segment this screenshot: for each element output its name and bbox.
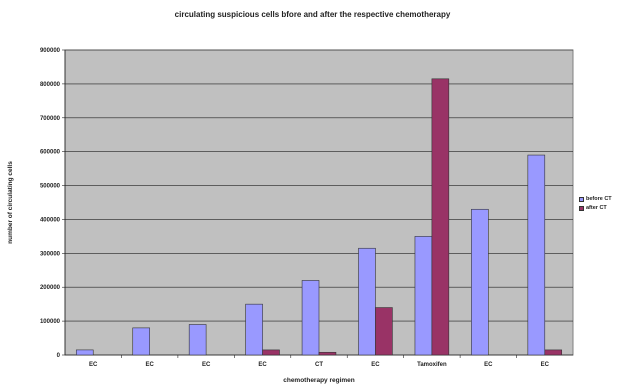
- legend-label-before: before CT: [586, 196, 612, 202]
- bar-before: [245, 303, 263, 356]
- bar-before: [75, 349, 94, 356]
- legend-item-after: after CT: [579, 204, 623, 213]
- bar-before: [471, 208, 489, 356]
- y-tick-label: 200000: [40, 285, 61, 291]
- bar-before: [188, 324, 207, 356]
- x-tick-label: EC: [89, 362, 98, 368]
- y-tick-label: 900000: [40, 48, 61, 54]
- legend-swatch-before: [579, 197, 584, 202]
- bar-after: [318, 351, 337, 356]
- x-tick-label: CT: [315, 362, 323, 368]
- y-tick-label: 0: [57, 353, 61, 359]
- bar-before: [301, 280, 320, 356]
- y-tick-label: 700000: [40, 116, 61, 122]
- y-axis-label: number of circulating cells: [7, 161, 14, 244]
- x-axis-label: chemotherapy regimen: [283, 377, 355, 384]
- legend-label-after: after CT: [586, 205, 607, 211]
- legend-swatch-after: [579, 206, 584, 211]
- bar-before: [132, 327, 150, 356]
- bar-after: [262, 349, 280, 356]
- bar-after: [431, 78, 450, 356]
- legend: before CT after CT: [579, 195, 623, 213]
- chart-title: circulating suspicious cells bfore and a…: [174, 10, 451, 19]
- y-tick-label: 300000: [40, 251, 61, 257]
- legend-item-before: before CT: [579, 195, 623, 204]
- y-tick-label: 600000: [40, 150, 61, 156]
- x-tick-label: EC: [371, 362, 380, 368]
- x-tick-label: EC: [202, 362, 211, 368]
- x-tick-label: EC: [484, 362, 493, 368]
- bar-before: [527, 154, 546, 356]
- x-tick-label: EC: [145, 362, 154, 368]
- x-tick-label: EC: [541, 362, 550, 368]
- bar-after: [375, 307, 393, 356]
- bar-after: [544, 349, 563, 356]
- y-tick-label: 400000: [40, 217, 61, 223]
- x-tick-label: EC: [258, 362, 267, 368]
- x-tick-label: Tamoxifen: [417, 362, 447, 368]
- bar-before: [358, 247, 376, 356]
- bar-before: [414, 236, 433, 356]
- y-tick-label: 100000: [40, 319, 61, 325]
- y-tick-label: 500000: [40, 184, 61, 190]
- y-tick-label: 800000: [40, 82, 61, 88]
